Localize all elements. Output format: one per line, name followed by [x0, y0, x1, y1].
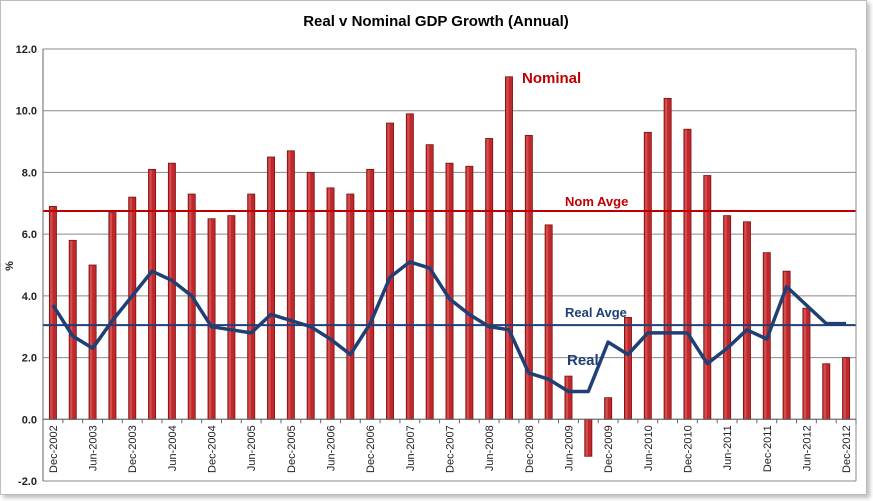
nominal-bar-highlight — [149, 169, 152, 419]
x-tick-label: Jun-2009 — [563, 425, 575, 471]
nominal-bar-highlight — [288, 151, 291, 419]
nominal-bar-highlight — [90, 265, 93, 419]
y-tick-label: 8.0 — [22, 167, 37, 179]
x-tick-label: Jun-2007 — [405, 425, 417, 471]
nominal-bar-highlight — [625, 317, 628, 419]
nominal-bar-highlight — [843, 358, 846, 419]
y-tick-labels: -2.0 0.0 2.0 4.0 6.0 8.0 10.0 12.0 — [16, 44, 37, 488]
x-tick-label: Jun-2012 — [801, 425, 813, 471]
x-tick-label: Dec-2012 — [841, 425, 853, 473]
chart-title: Real v Nominal GDP Growth (Annual) — [303, 13, 569, 30]
nominal-bar-highlight — [228, 216, 231, 419]
nominal-bar-highlight — [427, 145, 430, 419]
y-tick-label: -2.0 — [18, 476, 37, 488]
nominal-bar-highlight — [645, 132, 648, 419]
nominal-bar-highlight — [308, 172, 311, 419]
real-series — [51, 260, 847, 394]
real-line — [51, 260, 847, 394]
nominal-bar-highlight — [248, 194, 251, 419]
x-tick-label: Dec-2005 — [286, 425, 298, 473]
nominal-bar-highlight — [387, 123, 390, 419]
x-tick-label: Dec-2003 — [127, 425, 139, 473]
nominal-bar-highlight — [327, 188, 331, 419]
x-tick-label: Jun-2004 — [167, 425, 179, 471]
nominal-bar-highlight — [684, 129, 688, 419]
nominal-bar-highlight — [744, 222, 747, 419]
nominal-bar-highlight — [803, 308, 806, 419]
y-tick-label: 6.0 — [22, 229, 37, 241]
nominal-bar-highlight — [367, 169, 370, 419]
nominal-bar-highlight — [565, 376, 569, 419]
nominal-bar-highlight — [268, 157, 271, 419]
reference-lines — [43, 210, 856, 327]
nominal-bar-highlight — [407, 114, 410, 419]
nominal-bar-highlight — [546, 225, 549, 419]
nominal-bars — [48, 76, 851, 457]
nominal-bar-highlight — [129, 197, 132, 419]
x-tick-label: Dec-2004 — [207, 425, 219, 473]
nominal-bar-highlight — [526, 135, 529, 419]
nominal-bar-highlight — [347, 194, 350, 419]
x-tick-label: Dec-2011 — [762, 425, 774, 472]
nominal-bar-highlight — [724, 216, 727, 419]
axes — [42, 49, 857, 481]
x-tick-label: Jun-2011 — [722, 425, 734, 470]
nominal-bar-highlight — [784, 271, 787, 419]
x-tick-label: Dec-2009 — [603, 425, 615, 473]
y-tick-label: 12.0 — [16, 44, 37, 56]
x-tick-label: Jun-2008 — [484, 425, 496, 471]
x-tick-label: Dec-2008 — [524, 425, 536, 473]
x-tick-label: Jun-2010 — [643, 425, 655, 471]
y-tick-label: 4.0 — [22, 291, 37, 303]
nominal-bar-highlight — [50, 206, 53, 419]
nominal-bar-highlight — [585, 419, 588, 456]
nominal-bar-highlight — [208, 219, 212, 419]
x-tick-labels: Dec-2002 Jun-2003 Dec-2003 Jun-2004 Dec-2004… — [48, 425, 853, 473]
y-tick-label: 10.0 — [16, 106, 37, 118]
x-tick-label: Dec-2002 — [48, 425, 60, 473]
x-tick-label: Dec-2007 — [445, 425, 457, 473]
nominal-bar-highlight — [764, 253, 767, 419]
y-tick-label: 0.0 — [22, 414, 37, 426]
y-axis-label: % — [4, 261, 16, 271]
real-avge-annotation: Real Avge — [565, 305, 627, 320]
nominal-annotation: Nominal — [522, 70, 581, 87]
nominal-bar-highlight — [189, 194, 192, 419]
nominal-bar-highlight — [823, 364, 826, 419]
nom-avge-annotation: Nom Avge — [565, 194, 628, 209]
nominal-bar-highlight — [665, 98, 668, 419]
nominal-bar-highlight — [446, 163, 450, 419]
nominal-bar-highlight — [486, 138, 489, 419]
y-tick-label: 2.0 — [22, 353, 37, 365]
x-tick-label: Jun-2003 — [88, 425, 100, 471]
annotations: Nominal Nom Avge Real Avge Real — [522, 70, 628, 369]
x-tick-label: Dec-2010 — [682, 425, 694, 473]
x-tick-label: Jun-2006 — [326, 425, 338, 471]
real-annotation: Real — [567, 352, 599, 369]
nominal-bar-highlight — [704, 176, 707, 419]
x-tick-label: Jun-2005 — [246, 425, 258, 471]
nominal-bar-highlight — [605, 398, 608, 419]
nominal-bar-highlight — [70, 240, 73, 419]
nominal-bar-highlight — [169, 163, 172, 419]
nominal-bar-highlight — [109, 213, 112, 419]
nominal-bar-highlight — [466, 166, 469, 419]
nominal-bar-highlight — [506, 77, 509, 419]
x-tick-label: Dec-2006 — [365, 425, 377, 473]
